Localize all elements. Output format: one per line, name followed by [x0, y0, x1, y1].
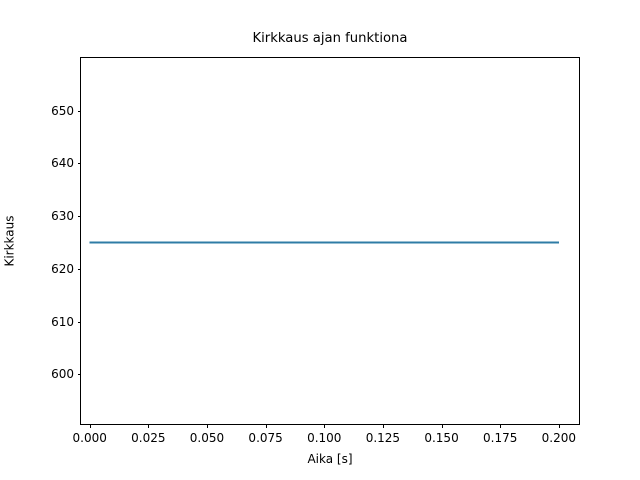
y-axis-tick: [77, 110, 81, 112]
x-axis-tick-label: 0.025: [131, 431, 166, 445]
x-axis-tick-label: 0.100: [307, 431, 342, 445]
x-axis-tick-label: 0.150: [424, 431, 459, 445]
y-axis-tick: [77, 374, 81, 376]
y-axis-label-text: Kirkkaus: [3, 215, 18, 267]
x-axis-tick: [206, 424, 208, 428]
x-axis-tick: [500, 424, 502, 428]
x-axis-tick-label: 0.075: [248, 431, 283, 445]
x-axis-tick-label: 0.175: [482, 431, 518, 445]
y-axis-label: Kirkkaus: [0, 57, 20, 425]
y-axis-tick-label: 640: [51, 156, 74, 171]
x-axis-tick: [382, 424, 384, 428]
x-axis-tick-label: 0.200: [541, 431, 576, 445]
y-axis-tick-label: 650: [51, 103, 74, 118]
y-axis-tick: [77, 216, 81, 218]
x-axis-tick-label: 0.050: [189, 431, 225, 445]
x-axis-tick: [89, 424, 91, 428]
y-axis-tick-label: 610: [51, 314, 74, 329]
data-series-layer: [89, 241, 559, 244]
x-axis-tick-label: 0.000: [72, 431, 107, 445]
y-axis-tick: [77, 321, 81, 323]
y-axis-tick-label: 630: [51, 209, 74, 224]
x-axis-tick: [558, 424, 560, 428]
plot-area: [81, 58, 579, 424]
y-axis-tick: [77, 163, 81, 165]
x-axis-tick: [265, 424, 267, 428]
x-axis-tick: [148, 424, 150, 428]
x-axis-tick: [441, 424, 443, 428]
y-axis-tick: [77, 268, 81, 270]
plot-axes: 600 610 620 630 640 650 0.000 0.025 0.050 0.075 0.…: [51, 57, 580, 445]
chart-title: Kirkkaus ajan funktiona: [252, 31, 408, 46]
x-axis-tick: [324, 424, 326, 428]
x-axis-tick-label: 0.125: [365, 431, 401, 445]
y-axis-tick-label: 620: [51, 261, 74, 276]
y-axis-tick-label: 600: [51, 367, 74, 382]
x-axis-label: Aika [s]: [307, 452, 353, 466]
